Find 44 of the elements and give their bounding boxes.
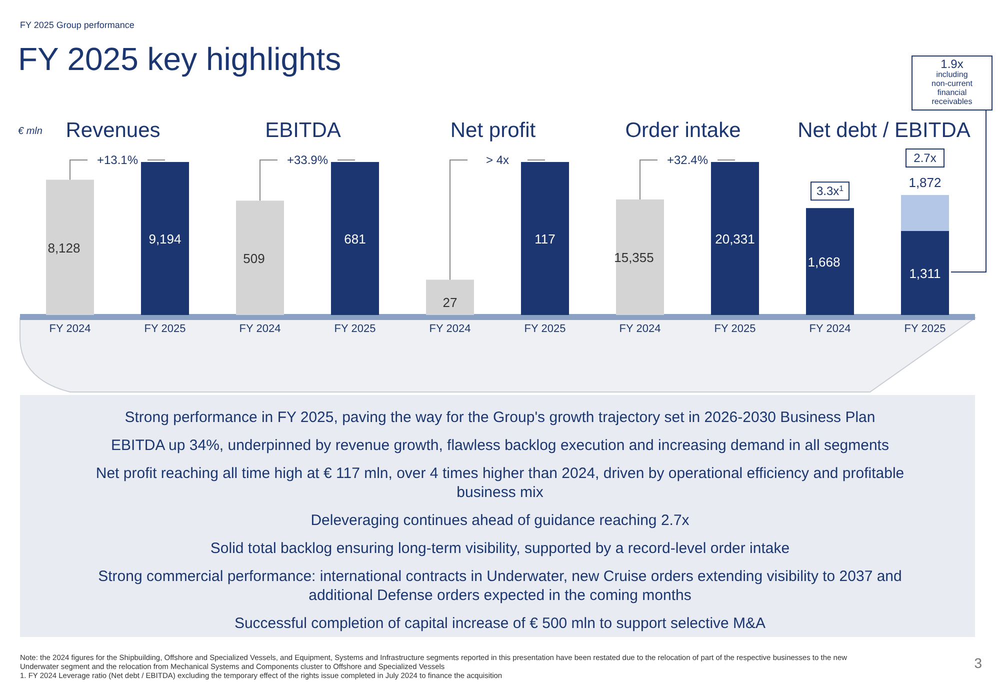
x-tick-label: FY 2024 xyxy=(429,323,471,335)
x-tick-label: FY 2025 xyxy=(524,323,566,335)
data-label: 681 xyxy=(344,232,366,246)
text: Deleveraging continues ahead of guidance reaching 2.7x xyxy=(310,512,690,529)
text: FY 2025 key highlights xyxy=(18,41,342,77)
text: 1.9x including non-current financial receivables xyxy=(932,57,974,106)
x-tick-label: FY 2025 xyxy=(904,323,946,335)
chart-title: Net profit xyxy=(450,119,536,142)
data-label: 509 xyxy=(243,250,265,266)
chart-title: Order intake xyxy=(625,119,741,142)
data-label: 1,668 xyxy=(808,254,840,270)
y-axis-title: € mln xyxy=(18,126,43,137)
chart-title: Net debt / EBITDA xyxy=(798,119,970,142)
data-label: 1,311 xyxy=(909,266,941,281)
text: Solid total backlog ensuring long-term visibility, supported by a record-level order intake xyxy=(210,540,790,557)
x-tick-label: FY 2024 xyxy=(809,323,851,335)
text: 3 xyxy=(974,655,982,671)
data-label: 117 xyxy=(534,232,556,246)
text: FY 2025 Group performance xyxy=(20,20,134,30)
data-label: 15,355 xyxy=(614,250,654,266)
x-tick-label: FY 2024 xyxy=(619,323,661,335)
text: EBITDA up 34%, underpinned by revenue growth, flawless backlog execution and increasing demand in all segments xyxy=(111,437,889,454)
total-label: 1,872 xyxy=(908,175,942,190)
x-tick-label: FY 2025 xyxy=(144,323,186,335)
annotation: 3.3x$^{1}$ xyxy=(816,184,844,198)
data-label: 27 xyxy=(442,295,458,310)
text: 2.7x xyxy=(914,151,936,165)
data-label: 9,194 xyxy=(148,232,182,246)
x-tick-label: FY 2024 xyxy=(239,323,281,335)
text: Strong performance in FY 2025, paving the way for the Group's growth trajectory set in 2026-2030 Business Plan xyxy=(124,409,876,426)
annotation: +33.9% xyxy=(286,153,328,167)
annotation: +13.1% xyxy=(96,153,138,167)
chart-title: Revenues xyxy=(66,119,160,142)
data-label: 20,331 xyxy=(715,232,755,246)
text: Successful completion of capital increase of € 500 mln to support selective M&A xyxy=(234,615,766,632)
x-tick-label: FY 2024 xyxy=(49,323,91,335)
annotation: > 4x xyxy=(486,153,510,167)
data-label: 8,128 xyxy=(48,240,80,256)
chart-title: EBITDA xyxy=(265,119,341,142)
text: Net profit reaching all time high at € 117 mln, over 4 times higher than 2024, driven by operational efficiency and profitable business mix xyxy=(96,465,904,501)
x-tick-label: FY 2025 xyxy=(334,323,376,335)
annotation: +32.4% xyxy=(666,153,708,167)
x-tick-label: FY 2025 xyxy=(714,323,756,335)
text: Strong commercial performance: international contracts in Underwater, new Cruise orders extending visibility to 2037 and additional Defense orders expected in the coming months xyxy=(98,568,902,604)
